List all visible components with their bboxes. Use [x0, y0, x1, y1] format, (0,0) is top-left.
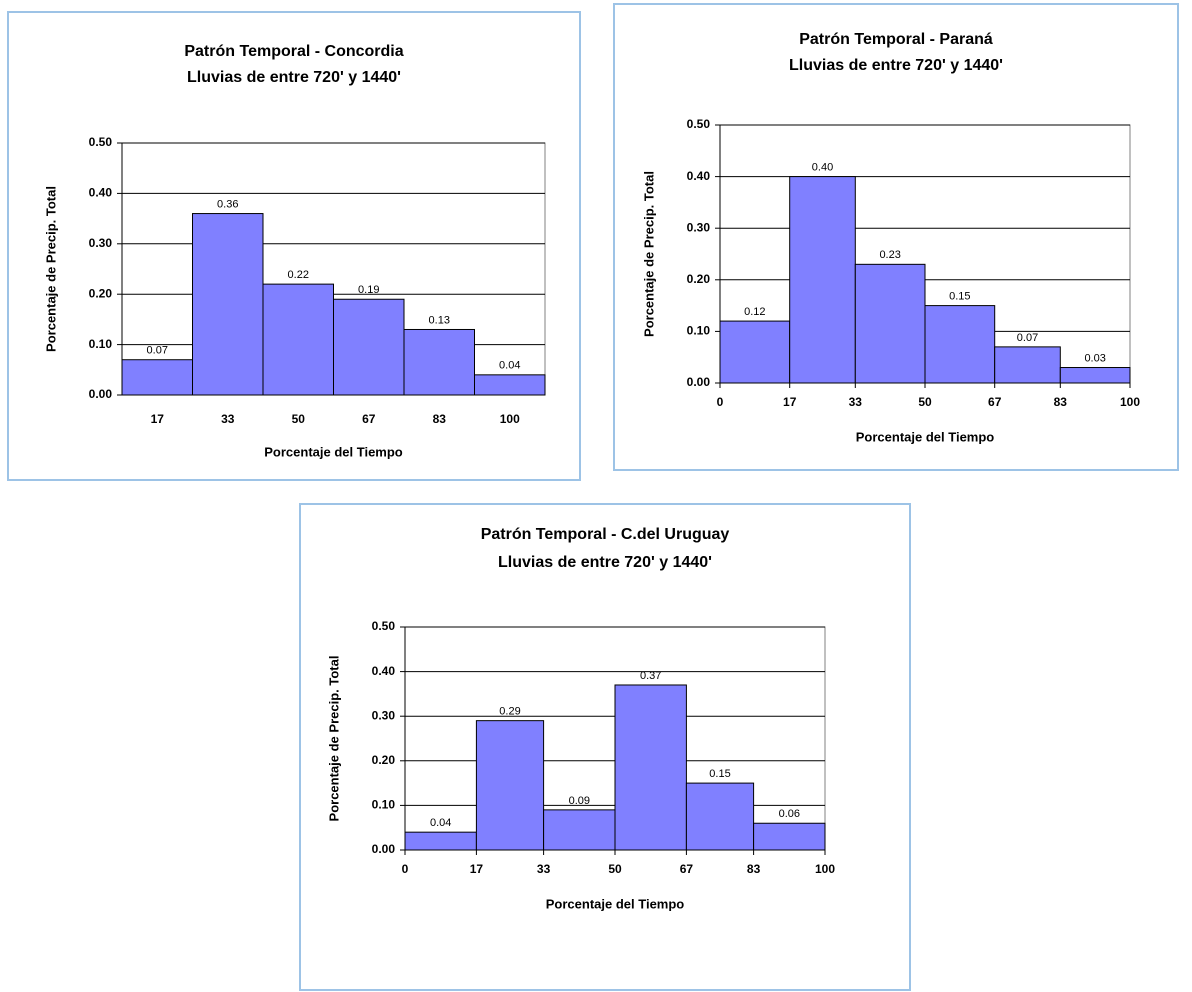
y-tick-label: 0.00	[687, 375, 711, 389]
value-label: 0.15	[709, 768, 730, 780]
bar	[854, 263, 926, 384]
x-tick-label: 33	[849, 395, 863, 409]
x-tick-label: 50	[608, 862, 622, 876]
bar	[685, 782, 755, 851]
bar	[262, 283, 334, 396]
chart-title: Patrón Temporal - Paraná	[799, 31, 993, 48]
bar	[1059, 367, 1131, 384]
value-label: 0.04	[499, 360, 520, 372]
x-tick-label: 67	[680, 862, 694, 876]
bar	[614, 684, 687, 851]
value-label: 0.03	[1084, 352, 1105, 364]
value-label: 0.13	[429, 314, 450, 326]
x-axis-title: Porcentaje del Tiempo	[546, 896, 685, 911]
x-tick-label: 17	[470, 862, 484, 876]
value-label: 0.22	[288, 269, 309, 281]
y-tick-label: 0.40	[687, 169, 711, 183]
y-axis-title: Porcentaje de Precip. Total	[43, 186, 58, 352]
y-tick-label: 0.20	[89, 286, 113, 300]
y-tick-label: 0.20	[372, 753, 396, 767]
y-tick-label: 0.40	[372, 664, 396, 678]
chart-title: Patrón Temporal - Concordia	[184, 43, 403, 60]
y-tick-label: 0.30	[89, 236, 113, 250]
value-label: 0.19	[358, 284, 379, 296]
y-tick-label: 0.10	[372, 798, 396, 812]
bar	[789, 176, 856, 384]
y-tick-label: 0.00	[89, 387, 113, 401]
bar	[403, 328, 475, 396]
y-tick-label: 0.10	[89, 337, 113, 351]
bar	[543, 809, 616, 851]
bar	[474, 374, 546, 396]
bar	[121, 359, 193, 396]
value-label: 0.37	[640, 670, 661, 682]
y-tick-label: 0.50	[89, 135, 113, 149]
x-tick-label: 17	[151, 412, 165, 426]
value-label: 0.40	[812, 162, 833, 174]
x-tick-label: 33	[537, 862, 551, 876]
y-tick-label: 0.00	[372, 842, 396, 856]
value-label: 0.15	[949, 291, 970, 303]
y-tick-label: 0.50	[687, 117, 711, 131]
x-tick-label: 100	[815, 862, 835, 876]
bar	[719, 320, 791, 384]
chart-title: Patrón Temporal - C.del Uruguay	[481, 526, 730, 543]
value-label: 0.36	[217, 198, 238, 210]
value-label: 0.07	[1017, 332, 1038, 344]
chart-subtitle: Lluvias de entre 720' y 1440'	[187, 69, 401, 86]
y-tick-label: 0.50	[372, 619, 396, 633]
y-axis-title: Porcentaje de Precip. Total	[641, 171, 656, 337]
x-tick-label: 67	[362, 412, 376, 426]
x-tick-label: 33	[221, 412, 235, 426]
bar	[333, 298, 405, 396]
chart-subtitle: Lluvias de entre 720' y 1440'	[498, 554, 712, 571]
bar	[994, 346, 1061, 384]
x-axis-title: Porcentaje del Tiempo	[856, 429, 995, 444]
x-tick-label: 100	[500, 412, 520, 426]
x-tick-label: 50	[292, 412, 306, 426]
y-tick-label: 0.30	[372, 708, 396, 722]
y-tick-label: 0.30	[687, 220, 711, 234]
bar	[753, 822, 826, 851]
bar	[924, 305, 996, 384]
value-label: 0.07	[147, 345, 168, 357]
value-label: 0.04	[430, 817, 451, 829]
bar	[475, 720, 545, 851]
value-label: 0.12	[744, 306, 765, 318]
bar	[192, 213, 264, 396]
x-tick-label: 17	[783, 395, 797, 409]
value-label: 0.09	[569, 795, 590, 807]
x-tick-label: 100	[1120, 395, 1140, 409]
x-tick-label: 83	[1054, 395, 1068, 409]
bar	[404, 831, 477, 851]
value-label: 0.23	[879, 249, 900, 261]
value-label: 0.06	[779, 808, 800, 820]
x-tick-label: 0	[402, 862, 409, 876]
y-tick-label: 0.20	[687, 272, 711, 286]
x-axis-title: Porcentaje del Tiempo	[264, 444, 403, 459]
y-tick-label: 0.10	[687, 324, 711, 338]
x-tick-label: 83	[433, 412, 447, 426]
chart-subtitle: Lluvias de entre 720' y 1440'	[789, 57, 1003, 74]
y-tick-label: 0.40	[89, 186, 113, 200]
value-label: 0.29	[499, 706, 520, 718]
x-tick-label: 0	[717, 395, 724, 409]
x-tick-label: 50	[918, 395, 932, 409]
x-tick-label: 67	[988, 395, 1002, 409]
y-axis-title: Porcentaje de Precip. Total	[326, 656, 341, 822]
x-tick-label: 83	[747, 862, 761, 876]
